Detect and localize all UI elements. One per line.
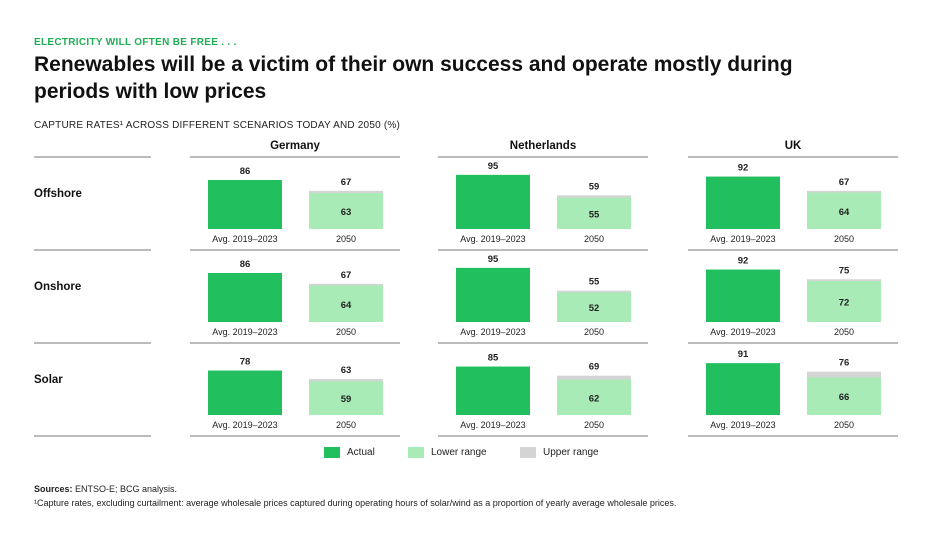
category-label-2050-germany-offshore: 2050 — [336, 234, 356, 244]
value-upper-germany-solar: 63 — [341, 365, 352, 376]
category-label-2050-germany-solar: 2050 — [336, 420, 356, 430]
capture-rate-chart: Offshore Onshore Solar Germany 86 67 63 Avg. 20… — [34, 140, 898, 437]
chart-title: Renewables will be a victim of their own… — [34, 53, 793, 103]
value-actual-germany-offshore: 86 — [240, 166, 251, 177]
value-upper-germany-offshore: 67 — [341, 177, 352, 188]
value-actual-netherlands-onshore: 95 — [488, 254, 499, 265]
category-label-actual-uk-onshore: Avg. 2019–2023 — [710, 327, 775, 337]
category-label-2050-netherlands-onshore: 2050 — [584, 327, 604, 337]
value-upper-netherlands-onshore: 55 — [589, 277, 600, 288]
sources: Sources: ENTSO-E; BCG analysis. — [34, 484, 177, 494]
category-label-actual-uk-offshore: Avg. 2019–2023 — [710, 234, 775, 244]
bar-actual-germany-solar — [208, 370, 282, 415]
category-label-actual-uk-solar: Avg. 2019–2023 — [710, 420, 775, 430]
category-label-2050-uk-solar: 2050 — [834, 420, 854, 430]
row-label-solar: Solar — [34, 374, 63, 386]
value-lower-netherlands-offshore: 55 — [589, 209, 600, 220]
value-actual-germany-onshore: 86 — [240, 259, 251, 270]
category-label-actual-netherlands-offshore: Avg. 2019–2023 — [460, 234, 525, 244]
value-lower-uk-onshore: 72 — [839, 297, 850, 308]
chart-subtitle: CAPTURE RATES¹ ACROSS DIFFERENT SCENARIO… — [34, 120, 400, 131]
bar-lower-germany-offshore — [309, 193, 383, 229]
category-label-actual-germany-solar: Avg. 2019–2023 — [212, 420, 277, 430]
value-actual-uk-onshore: 92 — [738, 256, 749, 267]
value-lower-netherlands-onshore: 52 — [589, 303, 600, 314]
bar-lower-netherlands-solar — [557, 379, 631, 415]
value-lower-uk-offshore: 64 — [839, 207, 850, 218]
category-label-actual-germany-onshore: Avg. 2019–2023 — [212, 327, 277, 337]
category-label-2050-uk-onshore: 2050 — [834, 327, 854, 337]
bar-actual-germany-offshore — [208, 179, 282, 229]
legend-actual: Actual — [324, 447, 375, 458]
eyebrow-label: ELECTRICITY WILL OFTEN BE FREE . . . — [34, 37, 237, 48]
category-label-2050-uk-offshore: 2050 — [834, 234, 854, 244]
footnote: ¹Capture rates, excluding curtailment: a… — [34, 498, 677, 508]
bar-lower-germany-onshore — [309, 285, 383, 322]
category-label-actual-netherlands-solar: Avg. 2019–2023 — [460, 420, 525, 430]
bar-lower-germany-solar — [309, 381, 383, 415]
legend-upper-swatch — [520, 447, 536, 458]
legend-upper-label: Upper range — [543, 447, 599, 458]
bar-actual-uk-solar — [706, 363, 780, 415]
value-actual-germany-solar: 78 — [240, 357, 251, 368]
value-upper-netherlands-offshore: 59 — [589, 181, 600, 192]
legend-actual-label: Actual — [347, 447, 375, 458]
value-upper-germany-onshore: 67 — [341, 270, 352, 281]
row-label-offshore: Offshore — [34, 188, 82, 200]
bar-actual-netherlands-offshore — [456, 174, 530, 229]
value-upper-uk-offshore: 67 — [839, 177, 850, 188]
country-header-netherlands: Netherlands — [510, 140, 576, 152]
bar-lower-uk-onshore — [807, 280, 881, 322]
legend-upper: Upper range — [520, 447, 599, 458]
legend-lower-label: Lower range — [431, 447, 487, 458]
bar-actual-uk-onshore — [706, 269, 780, 322]
category-label-2050-germany-onshore: 2050 — [336, 327, 356, 337]
legend-lower-swatch — [408, 447, 424, 458]
value-lower-germany-offshore: 63 — [341, 207, 352, 218]
value-lower-uk-solar: 66 — [839, 392, 850, 403]
value-actual-uk-solar: 91 — [738, 349, 749, 360]
value-upper-netherlands-solar: 69 — [589, 362, 600, 373]
bar-lower-uk-offshore — [807, 192, 881, 229]
category-label-2050-netherlands-solar: 2050 — [584, 420, 604, 430]
value-upper-uk-solar: 76 — [839, 358, 850, 369]
value-upper-uk-onshore: 75 — [839, 265, 850, 276]
bar-actual-netherlands-onshore — [456, 267, 530, 322]
bar-lower-uk-solar — [807, 377, 881, 415]
value-lower-germany-solar: 59 — [341, 394, 352, 405]
category-label-actual-netherlands-onshore: Avg. 2019–2023 — [460, 327, 525, 337]
legend: Actual Lower range Upper range — [0, 447, 938, 463]
value-actual-netherlands-offshore: 95 — [488, 161, 499, 172]
value-actual-uk-offshore: 92 — [738, 163, 749, 174]
country-header-uk: UK — [785, 140, 802, 152]
sources-text: ENTSO-E; BCG analysis. — [72, 484, 178, 494]
value-actual-netherlands-solar: 85 — [488, 353, 499, 364]
bar-actual-germany-onshore — [208, 272, 282, 322]
bar-lower-netherlands-offshore — [557, 197, 631, 229]
bar-lower-netherlands-onshore — [557, 292, 631, 322]
sources-label: Sources: — [34, 484, 73, 494]
value-lower-germany-onshore: 64 — [341, 300, 352, 311]
country-header-germany: Germany — [270, 140, 320, 152]
legend-actual-swatch — [324, 447, 340, 458]
legend-lower: Lower range — [408, 447, 487, 458]
category-label-actual-germany-offshore: Avg. 2019–2023 — [212, 234, 277, 244]
bar-actual-netherlands-solar — [456, 366, 530, 415]
bar-actual-uk-offshore — [706, 176, 780, 229]
row-label-onshore: Onshore — [34, 281, 81, 293]
value-lower-netherlands-solar: 62 — [589, 393, 600, 404]
category-label-2050-netherlands-offshore: 2050 — [584, 234, 604, 244]
